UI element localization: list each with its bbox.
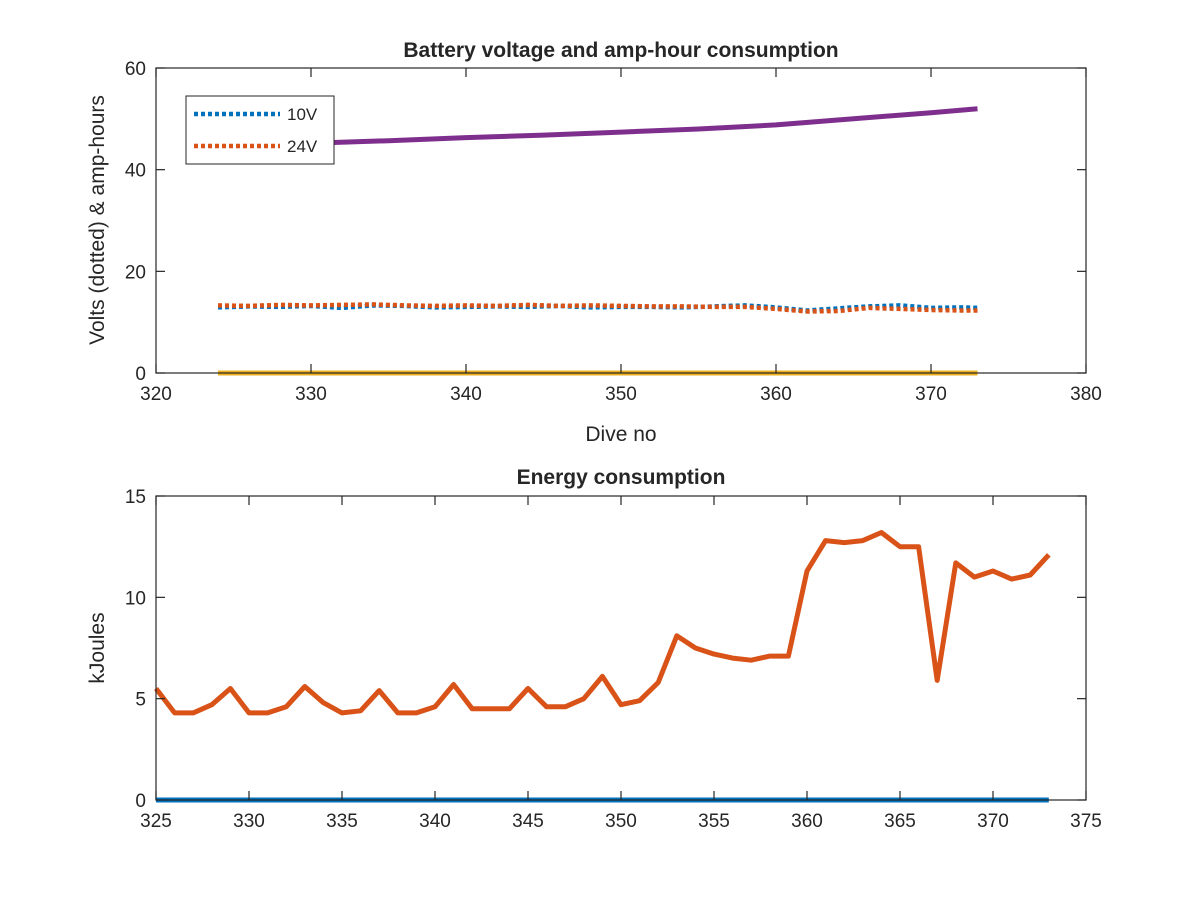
voltage-y-tick-label: 60 — [125, 59, 146, 80]
voltage-series-line-3 — [310, 106, 978, 146]
energy-x-tick-label: 345 — [512, 811, 544, 832]
energy-x-tick-label: 330 — [233, 811, 265, 832]
voltage-y-tick-label: 20 — [125, 262, 146, 283]
voltage-chart-title: Battery voltage and amp-hour consumption — [403, 39, 838, 62]
energy-x-tick-label: 355 — [698, 811, 730, 832]
energy-x-tick-label: 350 — [605, 811, 637, 832]
legend-box — [185, 95, 335, 165]
energy-y-tick-label: 10 — [125, 588, 146, 609]
energy-x-tick-label: 360 — [791, 811, 823, 832]
energy-x-tick-label: 375 — [1070, 811, 1102, 832]
voltage-x-axis-label: Dive no — [585, 423, 656, 446]
voltage-subplot: 320 330 340 350 360 370 380 0 20 40 60 Battery vol… — [86, 39, 1102, 446]
voltage-x-tick-label: 340 — [450, 384, 482, 405]
voltage-x-tick-label: 370 — [915, 384, 947, 405]
energy-x-tick-label: 325 — [140, 811, 172, 832]
voltage-series-line-1 — [217, 302, 978, 314]
voltage-x-tick-label: 380 — [1070, 384, 1102, 405]
voltage-y-tick-label: 40 — [125, 161, 146, 182]
legend-label-24v: 24V — [287, 137, 318, 156]
voltage-ticks-group: 320 330 340 350 360 370 380 0 20 40 60 — [125, 59, 1102, 405]
energy-ticks-group: 325 330 335 340 345 350 355 360 365 370 375 0 5 10 15 — [125, 487, 1102, 832]
voltage-x-tick-label: 350 — [605, 384, 637, 405]
energy-x-tick-label: 335 — [326, 811, 358, 832]
energy-y-tick-label: 15 — [125, 487, 146, 508]
energy-y-tick-label: 0 — [135, 791, 146, 812]
energy-y-axis-label: kJoules — [86, 612, 109, 683]
energy-plot-area — [156, 496, 1086, 800]
energy-series-line-1 — [154, 530, 1051, 716]
energy-x-tick-label: 370 — [977, 811, 1009, 832]
energy-x-tick-label: 365 — [884, 811, 916, 832]
energy-x-tick-label: 340 — [419, 811, 451, 832]
voltage-legend: 10V 24V — [185, 95, 335, 165]
voltage-x-tick-label: 320 — [140, 384, 172, 405]
voltage-y-tick-label: 0 — [135, 364, 146, 385]
voltage-y-axis-label: Volts (dotted) & amp-hours — [86, 95, 109, 345]
voltage-x-tick-label: 330 — [295, 384, 327, 405]
voltage-x-tick-label: 360 — [760, 384, 792, 405]
energy-subplot: 325 330 335 340 345 350 355 360 365 370 375051015 … — [86, 466, 1102, 832]
energy-chart-title: Energy consumption — [517, 466, 726, 489]
legend-label-10v: 10V — [287, 105, 318, 124]
energy-y-tick-label: 5 — [135, 690, 146, 711]
